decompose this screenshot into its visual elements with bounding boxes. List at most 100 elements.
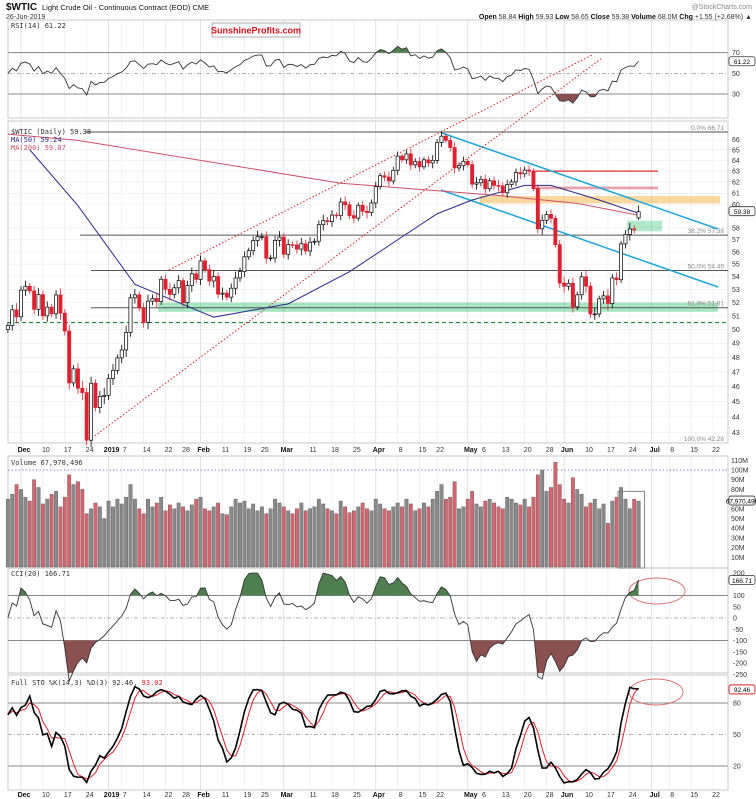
cci-axis-label: 0 (733, 616, 737, 623)
volume-value-box (728, 495, 756, 506)
candle-body (45, 306, 50, 317)
x-axis-label: 8 (670, 447, 674, 454)
x-axis-label: 15 (690, 792, 698, 799)
candle-body (154, 298, 159, 302)
candle-body (62, 312, 67, 332)
candle-body (351, 215, 356, 219)
x-axis-label: 14 (143, 447, 151, 454)
candle-body (36, 294, 41, 310)
volume-bar (549, 487, 553, 568)
candle-body (220, 292, 225, 295)
candle-body (14, 309, 19, 318)
volume-bar (365, 508, 369, 568)
candle-body (299, 243, 304, 250)
volume-bar (194, 498, 199, 568)
volume-bar (246, 508, 251, 568)
volume-bar (172, 508, 177, 568)
price-axis-label: 50 (732, 327, 740, 334)
candle-body (592, 313, 597, 316)
rsi-label: RSI(14) 61.22 (11, 22, 66, 30)
price-label: $WTIC (Daily) 59.38 (11, 128, 91, 136)
volume-bar (584, 506, 588, 568)
candle-body (89, 382, 94, 441)
volume-bar (159, 496, 164, 568)
sto-label: Full STO %K(14,3) %D(3) 92.46, 93.02 (11, 679, 163, 687)
x-axis-label: Jul (650, 447, 660, 454)
x-axis-label: 25 (261, 447, 269, 454)
rsi-axis-label: 30 (732, 92, 740, 99)
candle-body (544, 214, 549, 221)
volume-bar (522, 498, 527, 568)
volume-bar (325, 508, 330, 568)
volume-bar (570, 477, 575, 568)
x-axis-label: Feb (197, 447, 209, 454)
x-axis-label: 25 (261, 792, 269, 799)
oversold-fill (8, 94, 639, 104)
x-axis-label: 6 (482, 792, 486, 799)
volume-label: Volume 67,970,496 (11, 459, 83, 467)
candle-body (58, 294, 63, 314)
candle-body (483, 179, 488, 190)
cci-axis-label: -150 (733, 649, 747, 656)
x-axis-label: 17 (607, 447, 615, 454)
candle-body (75, 368, 80, 389)
candle-body (382, 175, 387, 178)
chart-title: Light Crude Oil - Continuous Contract (E… (42, 3, 209, 12)
candle-body (23, 285, 28, 291)
volume-bar (527, 506, 531, 568)
volume-axis-label: 40M (731, 526, 745, 533)
volume-bar (435, 491, 439, 568)
volume-bar (303, 510, 308, 568)
candle-body (356, 204, 361, 219)
candle-body (632, 228, 637, 231)
volume-bar (553, 462, 558, 568)
volume-bar (487, 498, 492, 568)
volume-bar (308, 508, 312, 568)
price-axis-label: 57 (732, 237, 740, 244)
candle-body (40, 294, 45, 317)
volume-bar (281, 506, 286, 568)
candle-body (540, 220, 545, 230)
x-axis-label: 13 (502, 792, 510, 799)
cci-axis-label: 50 (733, 604, 741, 611)
candle-body (518, 172, 523, 175)
rising-trendline-lower (91, 57, 603, 439)
x-axis-label: 8 (399, 447, 403, 454)
volume-bar (124, 496, 129, 568)
candle-body (553, 217, 558, 245)
volume-bar (579, 494, 584, 568)
fibonacci-label: 61.8% 51.61 (687, 301, 724, 308)
close-label: Close (591, 14, 610, 21)
candle-body (527, 169, 532, 172)
volume-bar (351, 510, 356, 568)
price-axis-label: 60 (732, 202, 740, 209)
candle-body (27, 285, 32, 292)
x-axis-label: 11 (309, 792, 316, 799)
sto-axis-label: 80 (733, 701, 741, 708)
volume-bar (58, 506, 63, 568)
volume-axis-label: 30M (731, 535, 745, 542)
candle-body (452, 147, 457, 169)
volume-bar (500, 508, 505, 568)
x-axis-label: 18 (331, 792, 339, 799)
candle-body (588, 285, 593, 315)
candle-body (562, 282, 567, 287)
channel-upper-line (441, 132, 719, 230)
price-axis-label: 45 (732, 399, 740, 406)
price-axis-label: 66 (732, 137, 740, 144)
x-axis-label: 13 (502, 447, 510, 454)
volume-bar (111, 506, 115, 568)
sto-callout-ellipse (628, 678, 684, 706)
volume-bar (443, 498, 448, 568)
candle-body (294, 244, 299, 250)
volume-bar (514, 502, 518, 568)
candle-body (378, 175, 383, 188)
volume-bar (544, 491, 549, 568)
candle-body (435, 142, 440, 161)
cci-value: 166.71 (732, 578, 752, 585)
source-credit: @StockCharts.com (692, 4, 753, 11)
fibonacci-label: 38.2% 57.38 (687, 228, 724, 235)
volume-value: 67,970,496 (726, 498, 756, 505)
volume-bar (632, 498, 637, 568)
volume-bar (457, 508, 461, 568)
